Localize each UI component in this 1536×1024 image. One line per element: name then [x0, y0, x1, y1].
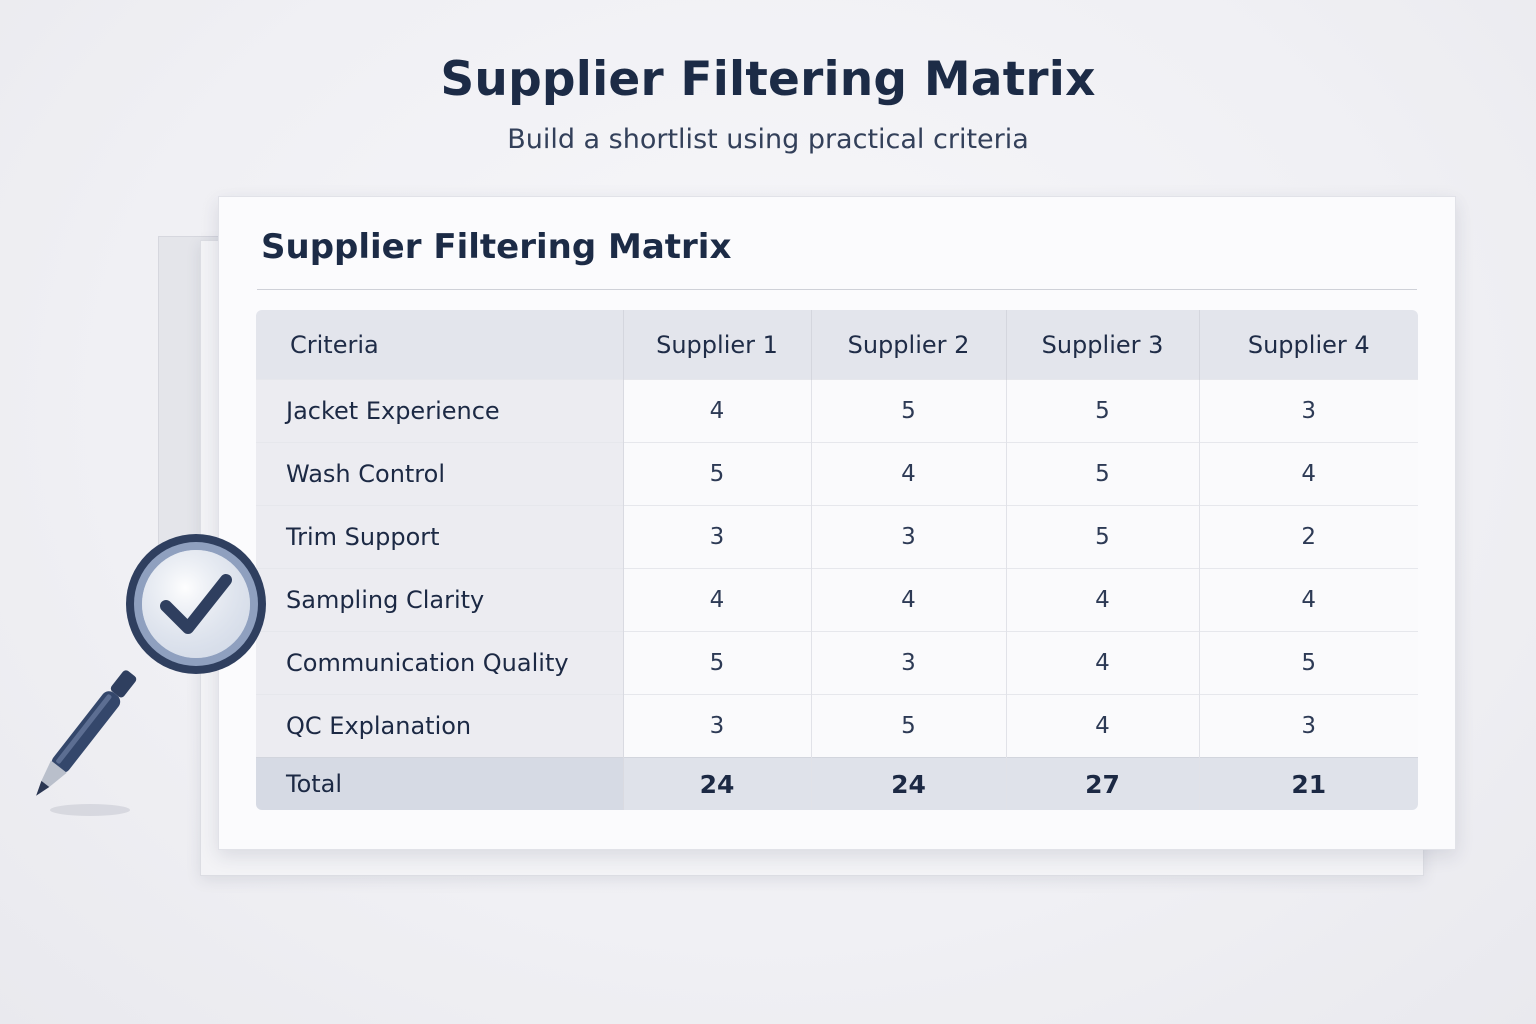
- table-row: QC Explanation 3 5 4 3: [256, 694, 1418, 758]
- column-header-supplier-3: Supplier 3: [1006, 310, 1200, 380]
- score-cell: 4: [1199, 568, 1418, 632]
- score-cell: 5: [1006, 379, 1200, 443]
- card-title: Supplier Filtering Matrix: [261, 227, 732, 267]
- score-cell: 5: [811, 694, 1007, 758]
- total-cell: 24: [811, 757, 1007, 810]
- matrix-card: Supplier Filtering Matrix Criteria Suppl…: [218, 196, 1456, 850]
- magnifying-glass-checkmark-icon: [36, 534, 266, 816]
- criterion-label: Wash Control: [256, 442, 624, 506]
- column-header-supplier-1: Supplier 1: [623, 310, 812, 380]
- score-cell: 5: [623, 442, 812, 506]
- total-cell: 21: [1199, 757, 1418, 810]
- criterion-label: Sampling Clarity: [256, 568, 624, 632]
- score-cell: 4: [1006, 694, 1200, 758]
- criterion-label: Trim Support: [256, 505, 624, 569]
- table-row: Trim Support 3 3 5 2: [256, 505, 1418, 569]
- supplier-matrix-table: Criteria Supplier 1 Supplier 2 Supplier …: [256, 310, 1418, 810]
- score-cell: 2: [1199, 505, 1418, 569]
- column-header-supplier-4: Supplier 4: [1199, 310, 1418, 380]
- score-cell: 3: [623, 505, 812, 569]
- total-label: Total: [256, 757, 624, 810]
- page-title: Supplier Filtering Matrix: [440, 52, 1096, 107]
- table-row: Jacket Experience 4 5 5 3: [256, 379, 1418, 443]
- total-row: Total 24 24 27 21: [256, 757, 1418, 810]
- score-cell: 5: [811, 379, 1007, 443]
- column-header-supplier-2: Supplier 2: [811, 310, 1007, 380]
- total-cell: 27: [1006, 757, 1200, 810]
- score-cell: 3: [1199, 694, 1418, 758]
- criterion-label: Communication Quality: [256, 631, 624, 695]
- score-cell: 4: [623, 568, 812, 632]
- score-cell: 3: [623, 694, 812, 758]
- score-cell: 4: [1006, 631, 1200, 695]
- table-header-row: Criteria Supplier 1 Supplier 2 Supplier …: [256, 310, 1418, 380]
- table-row: Sampling Clarity 4 4 4 4: [256, 568, 1418, 632]
- score-cell: 3: [811, 505, 1007, 569]
- criterion-label: QC Explanation: [256, 694, 624, 758]
- total-cell: 24: [623, 757, 812, 810]
- page-subtitle: Build a shortlist using practical criter…: [507, 124, 1029, 155]
- score-cell: 4: [1006, 568, 1200, 632]
- card-divider: [257, 289, 1417, 290]
- score-cell: 4: [811, 442, 1007, 506]
- score-cell: 4: [623, 379, 812, 443]
- table-row: Wash Control 5 4 5 4: [256, 442, 1418, 506]
- score-cell: 4: [811, 568, 1007, 632]
- score-cell: 3: [1199, 379, 1418, 443]
- score-cell: 3: [811, 631, 1007, 695]
- criterion-label: Jacket Experience: [256, 379, 624, 443]
- score-cell: 5: [1006, 505, 1200, 569]
- column-header-criteria: Criteria: [256, 310, 624, 380]
- score-cell: 4: [1199, 442, 1418, 506]
- table-row: Communication Quality 5 3 4 5: [256, 631, 1418, 695]
- score-cell: 5: [623, 631, 812, 695]
- score-cell: 5: [1006, 442, 1200, 506]
- score-cell: 5: [1199, 631, 1418, 695]
